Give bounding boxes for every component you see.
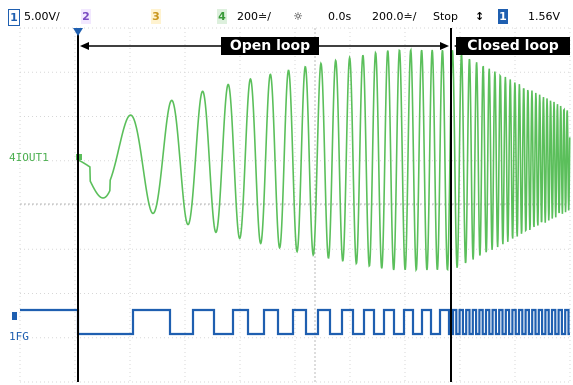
ch1-waveform [12,308,570,336]
ch4-trace-name: IOUT1 [15,151,49,164]
status-bar: 1 5.00V/ 2 3 4 200≐/ ☼ 0.0s 200.0≐/ Stop… [8,8,565,26]
ch4-sweep-trace [77,47,571,273]
ch4-trace-label: 4IOUT1 [9,151,49,164]
ch1-trace-label: 1FG [9,330,29,343]
ch1-trace-name: FG [15,330,29,343]
open-loop-label: Open loop [221,37,319,55]
closed-loop-label: Closed loop [456,37,570,55]
ch4-trace-number: 4 [9,151,16,164]
arrowhead-right [440,42,449,50]
ch4-indicator[interactable]: 4 [217,9,227,24]
trigger-marker [12,312,17,320]
region-markers [73,28,565,382]
ch1-fg-trace [20,308,570,336]
timebase: 200.0≐/ [372,10,417,23]
trigger-edge-icon: ↕ [475,10,485,23]
trigger-position-marker [73,28,83,36]
trigger-channel[interactable]: 1 [498,9,508,24]
sun-icon: ☼ [293,10,303,23]
ch1-indicator[interactable]: 1 [8,9,20,26]
ch3-indicator[interactable]: 3 [151,9,161,24]
time-offset: 0.0s [328,10,352,23]
trigger-level: 1.56V [528,10,561,23]
arrowhead-left [80,42,89,50]
ch1-scale: 5.00V/ [24,10,60,23]
ch4-scale: 200≐/ [237,10,271,23]
ch1-trace-number: 1 [9,330,16,343]
ch4-waveform [76,47,571,273]
ch2-indicator[interactable]: 2 [81,9,91,24]
run-state[interactable]: Stop [433,10,459,23]
